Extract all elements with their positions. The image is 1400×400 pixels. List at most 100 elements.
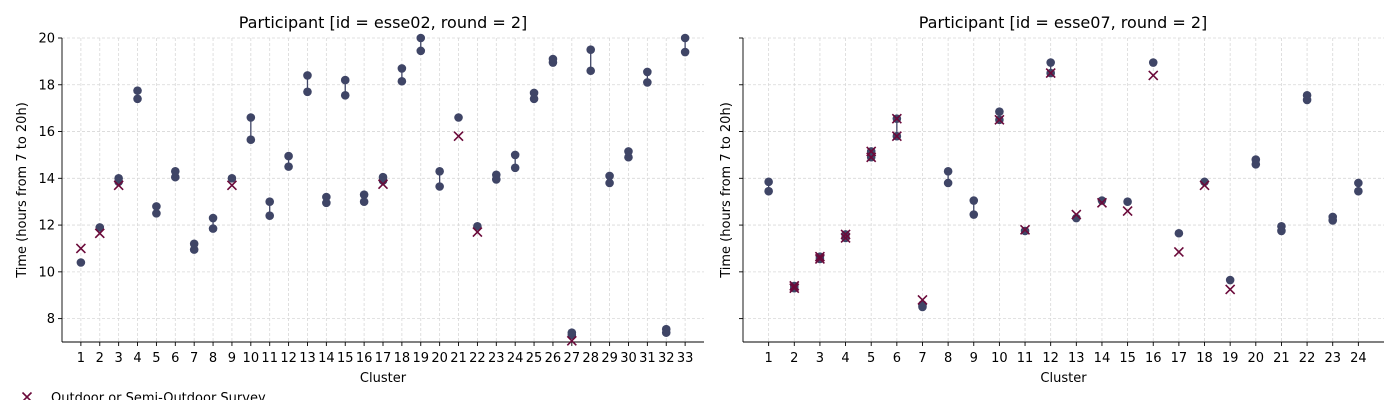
cluster-6 <box>170 166 180 182</box>
x-tick-label: 18 <box>394 351 411 366</box>
y-tick-label: 8 <box>47 312 55 327</box>
x-tick-label: 7 <box>190 351 198 366</box>
cluster-1 <box>75 243 86 267</box>
cluster-12 <box>1045 58 1056 79</box>
x-tick-label: 16 <box>1145 351 1162 366</box>
data-point-high <box>624 147 633 156</box>
cluster-11 <box>1019 224 1031 236</box>
data-point-low <box>227 174 237 183</box>
data-point-high <box>114 174 123 183</box>
data-point-low <box>969 210 979 219</box>
outdoor-survey-marker <box>1148 70 1159 81</box>
x-tick-label: 13 <box>299 351 316 366</box>
data-point-low <box>643 78 652 87</box>
x-tick-label: 21 <box>1273 351 1290 366</box>
x-tick-label: 25 <box>526 351 543 366</box>
data-point-high <box>246 113 256 122</box>
x-tick-label: 11 <box>1017 351 1034 366</box>
outdoor-survey-marker <box>866 146 877 157</box>
cluster-7 <box>917 294 928 312</box>
cluster-19 <box>416 33 426 56</box>
outdoor-survey-marker-stroke-b <box>891 131 902 142</box>
outdoor-survey-marker <box>226 180 238 191</box>
data-point-high <box>661 324 671 334</box>
cluster-22 <box>1302 90 1312 105</box>
cluster-22 <box>472 221 483 238</box>
outdoor-survey-marker <box>840 232 851 244</box>
data-point-low <box>764 186 773 196</box>
data-point-high <box>416 33 426 43</box>
data-point-low <box>943 178 953 188</box>
cluster-27 <box>566 328 577 346</box>
cluster-16 <box>1148 58 1159 81</box>
outdoor-survey-marker <box>994 114 1005 125</box>
outdoor-survey-marker <box>1122 205 1133 217</box>
data-point-low <box>1225 275 1235 285</box>
outdoor-survey-marker-stroke-b <box>113 180 124 191</box>
x-tick-label: 24 <box>507 351 524 366</box>
cluster-5 <box>152 202 161 218</box>
outdoor-survey-marker-stroke-b <box>75 243 86 254</box>
data-point-high <box>586 45 596 54</box>
x-tick-label: 20 <box>431 351 448 366</box>
cluster-5 <box>866 146 877 163</box>
x-tick-label: 16 <box>356 351 373 366</box>
data-point-low <box>133 94 142 104</box>
data-point-low <box>303 87 312 97</box>
outdoor-survey-marker <box>1225 284 1236 295</box>
data-point-high <box>340 75 350 85</box>
x-tick-label: 4 <box>841 351 849 366</box>
cluster-12 <box>284 151 293 171</box>
x-tick-label: 12 <box>1042 351 1059 366</box>
y-tick-label: 16 <box>38 125 55 140</box>
outdoor-survey-marker <box>94 228 105 239</box>
data-point-high <box>1277 221 1286 231</box>
data-point-low <box>1148 58 1158 67</box>
x-tick-label: 9 <box>970 351 978 366</box>
data-point-high <box>208 213 218 223</box>
legend-cross-icon <box>21 391 33 400</box>
data-point-high <box>567 328 577 337</box>
data-point-high <box>605 171 614 181</box>
outdoor-survey-marker-stroke-b <box>1199 180 1210 191</box>
x-tick-label: 23 <box>1324 351 1341 366</box>
outdoor-survey-marker-stroke-b <box>814 251 825 262</box>
cluster-29 <box>605 171 614 188</box>
data-point-low <box>340 90 350 100</box>
outdoor-survey-marker-stroke-b <box>377 179 389 190</box>
cluster-25 <box>529 88 539 104</box>
cluster-17 <box>1173 228 1184 258</box>
data-point-low <box>1174 228 1184 238</box>
cluster-20 <box>435 166 444 191</box>
chart-panel-2: 1 2 3 4 5 6 7 8 9 10 11 12 13 14 15 16 17 18 19 20 21 22 23 24P… <box>719 13 1384 386</box>
y-tick-label: 18 <box>38 78 55 93</box>
data-point-high <box>969 196 979 205</box>
cluster-13 <box>1071 209 1082 223</box>
x-tick-label: 8 <box>944 351 952 366</box>
x-tick-label: 30 <box>620 351 637 366</box>
cluster-14 <box>1096 196 1108 208</box>
data-point-low <box>416 46 426 56</box>
x-tick-label: 19 <box>412 351 429 366</box>
data-point-low <box>246 135 256 145</box>
data-point-low <box>76 258 86 267</box>
cluster-19 <box>1225 275 1236 295</box>
x-tick-label: 24 <box>1350 351 1367 366</box>
x-tick-label: 28 <box>582 351 599 366</box>
outdoor-survey-marker <box>566 335 577 346</box>
cluster-28 <box>586 45 596 76</box>
cluster-21 <box>453 113 464 142</box>
x-tick-label: 5 <box>152 351 160 366</box>
outdoor-survey-marker-stroke-b <box>1148 70 1159 81</box>
outdoor-survey-marker-stroke-b <box>1096 197 1108 208</box>
cluster-18 <box>1199 177 1210 191</box>
cluster-9 <box>226 174 238 191</box>
data-point-high <box>1354 178 1363 188</box>
outdoor-survey-marker <box>917 294 928 305</box>
data-point-high <box>189 239 199 249</box>
data-point-low <box>359 197 369 206</box>
x-tick-label: 22 <box>1299 351 1316 366</box>
cluster-13 <box>303 71 312 97</box>
